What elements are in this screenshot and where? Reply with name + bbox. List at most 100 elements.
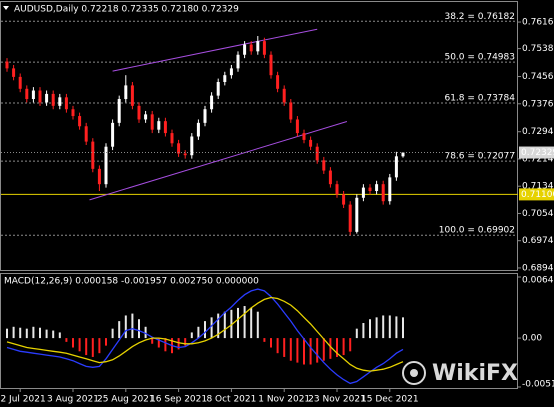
histogram-bar	[289, 338, 292, 361]
signal-line	[6, 296, 404, 372]
histogram-bar	[72, 338, 74, 348]
histogram-bar	[45, 329, 48, 339]
candle-body	[276, 75, 280, 89]
histogram-bar	[197, 326, 200, 339]
histogram-bar	[6, 328, 8, 339]
macd-title: MACD(12,26,9) 0.000158 -0.001957 0.00275…	[4, 277, 259, 287]
candle-body	[295, 119, 299, 134]
candle-body	[170, 133, 174, 144]
histogram-bar	[243, 306, 246, 339]
candle-body	[302, 133, 306, 140]
histogram-bar	[52, 330, 55, 339]
candle-body	[117, 99, 121, 123]
histogram-bar	[131, 313, 134, 339]
candle-body	[335, 184, 339, 195]
histogram-bar	[250, 307, 253, 339]
histogram-bar	[85, 338, 88, 356]
title-arrow	[3, 6, 9, 10]
price-label-box	[519, 146, 554, 159]
candle-body	[256, 41, 260, 52]
histogram-bar	[303, 338, 305, 365]
candle-body	[381, 184, 385, 202]
histogram-bar	[39, 327, 41, 339]
candle-body	[210, 95, 214, 110]
y-tick-label: 0.006479	[522, 276, 554, 286]
candle-body	[177, 143, 181, 154]
y-tick-label: -0.005186	[522, 380, 554, 390]
candle-body	[78, 116, 82, 127]
price-label: 0.72329	[521, 148, 554, 158]
x-tick-label: 12 Jul 2021	[0, 395, 46, 405]
y-tick-label: 0.00	[522, 334, 542, 344]
x-tick-label: 3 Aug 2021	[47, 395, 99, 405]
candle-body	[243, 44, 247, 55]
histogram-bar	[151, 338, 154, 344]
histogram-bar	[349, 338, 352, 352]
fib-label: 61.8 = 0.73784	[444, 93, 515, 103]
watermark-logo	[402, 361, 426, 385]
candle-body	[25, 88, 29, 100]
histogram-bar	[217, 313, 220, 339]
candle-body	[190, 136, 194, 156]
candle-body	[144, 114, 148, 120]
candle-body	[196, 122, 200, 137]
x-tick-label: 25 Aug 2021	[97, 395, 155, 405]
histogram-bar	[138, 319, 140, 339]
x-tick-label: 16 Sep 2021	[150, 395, 207, 405]
candle-body	[111, 122, 115, 147]
histogram-bar	[223, 311, 226, 339]
candle-body	[375, 184, 379, 191]
candle-body	[183, 153, 187, 156]
histogram-bar	[276, 338, 279, 354]
candle-body	[322, 160, 326, 171]
x-tick-label: 1 Nov 2021	[258, 395, 310, 405]
histogram-bar	[256, 311, 259, 339]
candle-body	[91, 141, 95, 169]
histogram-bar	[91, 338, 94, 357]
trend-line	[112, 28, 318, 72]
histogram-bar	[369, 319, 371, 339]
histogram-bar	[144, 326, 147, 339]
histogram-bar	[210, 317, 213, 339]
x-tick-label: 8 Oct 2021	[206, 395, 256, 405]
histogram-bar	[316, 338, 319, 363]
candle-body	[203, 109, 207, 123]
candle-body	[84, 126, 88, 142]
fib-label: 38.2 = 0.76182	[444, 12, 515, 22]
candle-body	[309, 139, 313, 147]
candle-body	[315, 146, 319, 161]
fib-label: 50.0 = 0.74983	[444, 53, 515, 63]
histogram-bar	[322, 338, 325, 361]
histogram-bar	[164, 338, 167, 352]
candle-body	[355, 197, 359, 232]
histogram-bar	[402, 317, 404, 339]
main-frame	[0, 1, 518, 271]
candle-body	[38, 90, 42, 103]
candle-body	[401, 152, 405, 157]
candle-body	[163, 121, 167, 134]
histogram-bar	[263, 338, 266, 342]
candle-body	[388, 177, 392, 202]
candle-body	[348, 204, 352, 232]
candle-body	[51, 93, 55, 106]
y-tick-label: 0.68940	[522, 263, 554, 273]
candle-body	[71, 109, 75, 117]
histogram-bar	[78, 338, 81, 352]
candle-body	[216, 81, 220, 96]
histogram-bar	[184, 338, 187, 346]
histogram-bar	[58, 332, 61, 339]
candle-body	[5, 61, 9, 69]
histogram-bar	[296, 338, 299, 363]
x-tick-label: 15 Dec 2021	[361, 395, 419, 405]
histogram-bar	[237, 307, 239, 339]
